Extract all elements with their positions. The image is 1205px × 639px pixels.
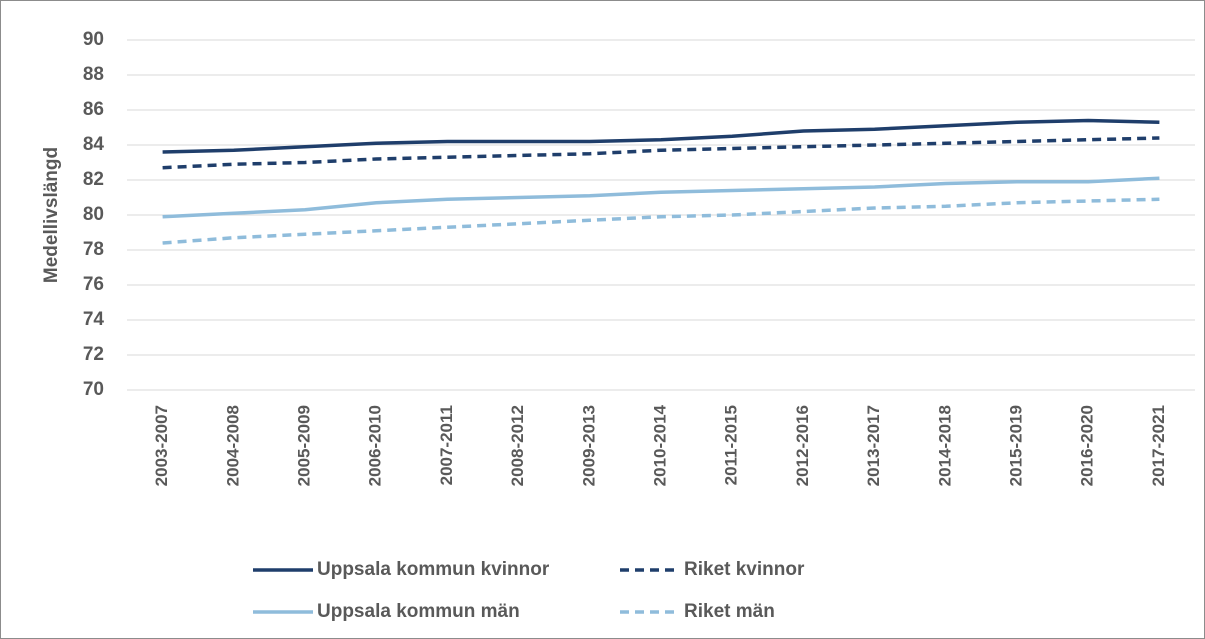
legend-label: Uppsala kommun kvinnor xyxy=(317,559,550,580)
x-tick-label: 2016-2020 xyxy=(1078,405,1097,486)
x-tick-label: 2003-2007 xyxy=(152,405,171,486)
x-tick-label: 2013-2017 xyxy=(864,405,883,486)
x-tick-label: 2007-2011 xyxy=(437,405,456,485)
x-tick-label: 2017-2021 xyxy=(1149,405,1168,486)
y-tick-label: 76 xyxy=(83,274,104,295)
series-line xyxy=(162,176,1160,219)
y-tick-label: 90 xyxy=(83,29,104,50)
y-tick-label: 86 xyxy=(83,99,104,120)
x-tick-label: 2012-2016 xyxy=(793,405,812,486)
y-axis-title: Medellivslängd xyxy=(41,147,62,283)
x-tick-label: 2005-2009 xyxy=(294,405,313,486)
series-line xyxy=(162,197,1160,245)
x-tick-label: 2006-2010 xyxy=(366,405,385,486)
legend-label: Uppsala kommun män xyxy=(317,601,520,622)
x-tick-label: 2008-2012 xyxy=(508,405,527,486)
y-tick-label: 88 xyxy=(83,64,104,85)
legend-label: Riket män xyxy=(684,601,775,622)
x-tick-label: 2010-2014 xyxy=(650,404,669,486)
series-line xyxy=(162,136,1160,170)
x-tick-label: 2014-2018 xyxy=(935,405,954,486)
y-tick-label: 72 xyxy=(83,344,104,365)
series-line xyxy=(162,118,1160,154)
x-tick-label: 2011-2015 xyxy=(722,405,741,485)
y-tick-label: 70 xyxy=(83,379,104,400)
x-tick-label: 2015-2019 xyxy=(1006,405,1025,486)
y-tick-label: 84 xyxy=(83,134,105,155)
y-tick-label: 82 xyxy=(83,169,104,190)
x-tick-label: 2009-2013 xyxy=(579,405,598,486)
y-tick-label: 74 xyxy=(83,309,105,330)
y-tick-label: 78 xyxy=(83,239,104,260)
y-tick-label: 80 xyxy=(83,204,104,225)
legend-label: Riket kvinnor xyxy=(684,559,805,580)
x-tick-label: 2004-2008 xyxy=(223,405,242,486)
